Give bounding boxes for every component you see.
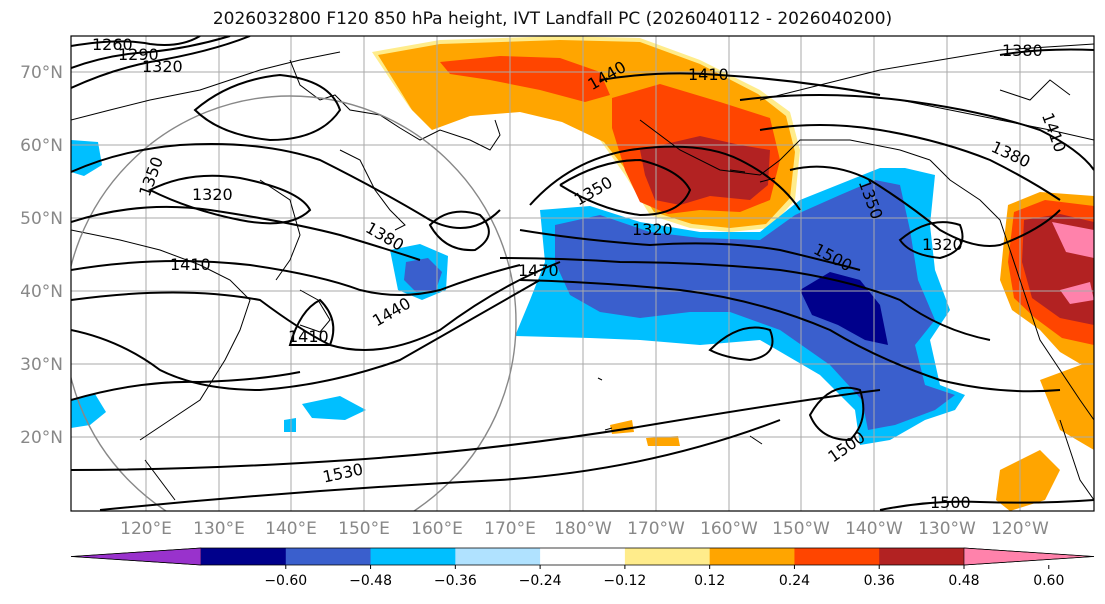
colorbar-outline: [70, 547, 1095, 566]
colorbar-segment: [540, 548, 626, 565]
colorbar-tick-label: −0.36: [434, 573, 477, 589]
contour-label: 1470: [518, 261, 559, 280]
contour-label: 1260: [92, 35, 133, 54]
colorbar-segment: [285, 548, 372, 565]
colorbar-segment: [709, 548, 795, 565]
colorbar-tick-label: 0.24: [779, 573, 810, 589]
lon-label: 150°W: [772, 519, 830, 539]
lon-label: 130°W: [918, 519, 976, 539]
colorbar-tick-label: 0.48: [948, 573, 979, 589]
projection-circle: [71, 95, 517, 511]
lat-label: 30°N: [20, 355, 63, 375]
colorbar-extend-high: [963, 547, 1095, 566]
contour-label: 1290: [118, 45, 159, 64]
longitude-labels: 120°E 130°E 140°E 150°E 160°E 170°E 180°…: [120, 519, 1049, 539]
lon-label: 150°E: [338, 519, 390, 539]
contour-label: 1320: [922, 235, 963, 254]
lon-label: 180°W: [554, 519, 612, 539]
lat-label: 70°N: [20, 63, 63, 83]
lon-label: 170°E: [484, 519, 536, 539]
islands: [597, 169, 776, 445]
lon-label: 130°E: [193, 519, 245, 539]
latitude-labels: 70°N 60°N 50°N 40°N 30°N 20°N: [20, 63, 63, 448]
contour-label: 1410: [688, 65, 729, 84]
map-frame: [70, 35, 1095, 512]
lon-label: 120°W: [991, 519, 1049, 539]
contour-label: 1380: [1002, 41, 1043, 60]
lat-label: 60°N: [20, 136, 63, 156]
height-contours: [71, 36, 1094, 511]
colorbar-tick-label: −0.60: [264, 573, 307, 589]
colorbar-segment: [794, 548, 880, 565]
lat-label: 40°N: [20, 282, 63, 302]
contour-label: 1320: [142, 57, 183, 76]
colorbar-tick-label: 0.60: [1033, 573, 1064, 589]
colorbar-tick-label: −0.48: [349, 573, 392, 589]
map-title: 2026032800 F120 850 hPa height, IVT Land…: [212, 9, 893, 29]
colorbar-segment: [370, 548, 456, 565]
contour-label: 1500: [930, 493, 971, 512]
lon-label: 160°E: [411, 519, 463, 539]
coastlines: [71, 43, 1094, 501]
contour-label: 1320: [192, 185, 233, 204]
contour-label: 1410: [170, 255, 211, 274]
colorbar-tick-label: −0.12: [603, 573, 646, 589]
colorbar-segment: [879, 548, 965, 565]
lon-label: 140°W: [845, 519, 903, 539]
colorbar: −0.60 −0.48 −0.36 −0.24 −0.12 0.12 0.24 0.36 0.4…: [70, 547, 1095, 589]
lon-label: 120°E: [120, 519, 172, 539]
contour-label-group: 1260 1290 1320 1350 1320 1410 1380 1440 …: [92, 35, 1070, 512]
colorbar-segment: [624, 548, 711, 565]
colorbar-tick-label: −0.24: [519, 573, 562, 589]
lon-label: 170°W: [627, 519, 685, 539]
lat-label: 20°N: [20, 428, 63, 448]
colorbar-segment: [455, 548, 541, 565]
colorbar-segment: [201, 548, 287, 565]
colorbar-tick-label: 0.12: [694, 573, 725, 589]
contour-label: 1410: [288, 327, 329, 346]
lat-label: 50°N: [20, 209, 63, 229]
colorbar-tick-label: 0.36: [864, 573, 895, 589]
lon-label: 140°E: [265, 519, 317, 539]
contour-label: 1320: [632, 220, 673, 239]
colorbar-extend-low: [70, 547, 202, 566]
lon-label: 160°W: [700, 519, 758, 539]
